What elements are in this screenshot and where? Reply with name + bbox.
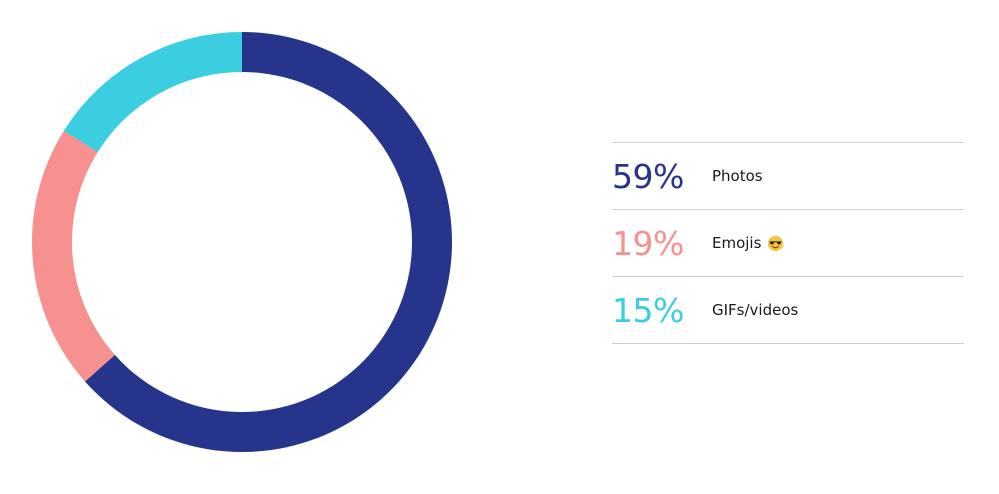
legend-label-emojis-text: Emojis: [712, 234, 762, 252]
legend-pct-photos: 59%: [612, 156, 684, 196]
donut-chart: [31, 32, 452, 452]
legend-label-gifs-text: GIFs/videos: [712, 301, 799, 319]
legend-row-photos: 59% Photos: [612, 143, 964, 210]
donut-slice-photos: [84, 32, 452, 452]
legend-row-gifs: 15% GIFs/videos: [612, 277, 964, 344]
legend-pct-gifs: 15%: [612, 290, 684, 330]
legend-row-emojis: 19% Emojis: [612, 210, 964, 277]
sunglasses-emoji-icon: [768, 235, 784, 251]
legend: 59% Photos 19% Emojis 15% GIFs/videos: [612, 142, 964, 344]
legend-label-photos: Photos: [712, 167, 763, 185]
donut-slice-emojis: [31, 130, 115, 382]
donut-slice-gifs-videos: [63, 32, 243, 153]
legend-label-emojis: Emojis: [712, 234, 784, 252]
legend-pct-emojis: 19%: [612, 223, 684, 263]
legend-label-photos-text: Photos: [712, 167, 763, 185]
donut-svg: [31, 32, 452, 452]
legend-label-gifs: GIFs/videos: [712, 301, 798, 319]
